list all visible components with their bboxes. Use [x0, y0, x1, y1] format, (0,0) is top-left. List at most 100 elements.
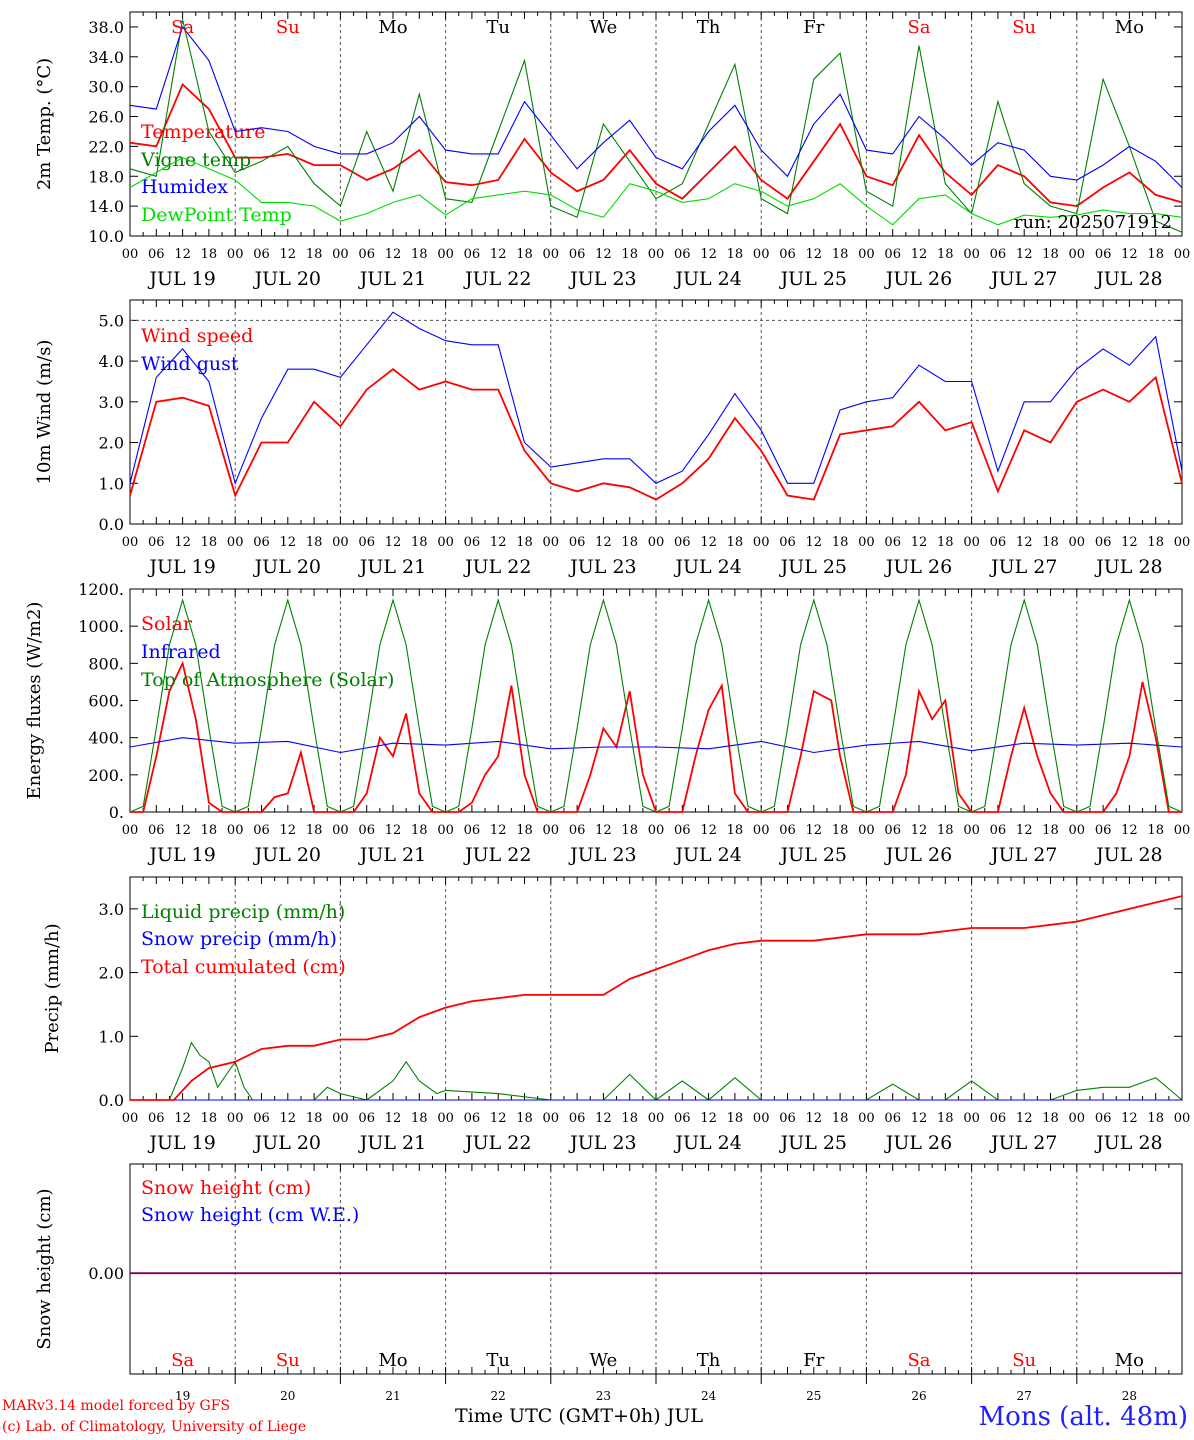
- hour-tick-label: 00: [543, 535, 560, 550]
- series-line-dewpoint-temp: [129, 156, 1183, 226]
- hour-tick-label: 12: [806, 1111, 823, 1126]
- hour-tick-label: 12: [1016, 823, 1033, 838]
- hour-tick-label: 06: [779, 1111, 796, 1126]
- hour-tick-label: 12: [174, 535, 191, 550]
- hour-tick-label: 18: [201, 535, 218, 550]
- hour-tick-label: 06: [884, 1111, 901, 1126]
- hour-tick-label: 06: [148, 823, 165, 838]
- hour-tick-label: 06: [148, 535, 165, 550]
- hour-tick-label: 18: [411, 535, 428, 550]
- y-tick-label: 26.0: [88, 108, 124, 127]
- hour-tick-label: 12: [174, 1111, 191, 1126]
- series-line-infrared: [129, 737, 1183, 754]
- weekday-label: Su: [276, 1350, 300, 1371]
- day-label: JUL 28: [1094, 844, 1162, 866]
- y-tick-label: 18.0: [88, 167, 124, 186]
- hour-tick-label: 00: [227, 247, 244, 262]
- hour-tick-label: 06: [884, 247, 901, 262]
- hour-tick-label: 00: [648, 247, 665, 262]
- day-label: JUL 28: [1094, 556, 1162, 578]
- hour-tick-label: 06: [148, 1111, 165, 1126]
- hour-tick-label: 06: [358, 247, 375, 262]
- hour-tick-label: 06: [358, 823, 375, 838]
- hour-tick-label: 12: [385, 535, 402, 550]
- day-label: JUL 23: [568, 268, 636, 290]
- hour-tick-label: 00: [1069, 823, 1086, 838]
- hour-tick-label: 18: [832, 1111, 849, 1126]
- weekday-label: Tu: [486, 17, 510, 38]
- legend-entry: Infrared: [141, 641, 221, 663]
- hour-tick-label: 12: [490, 823, 507, 838]
- hour-tick-label: 00: [227, 1111, 244, 1126]
- hour-tick-label: 18: [306, 823, 323, 838]
- model-credit: MARv3.14 model forced by GFS: [2, 1398, 231, 1414]
- day-label: JUL 19: [147, 268, 215, 290]
- hour-tick-label: 18: [516, 1111, 533, 1126]
- weekday-label: Mo: [1115, 17, 1144, 38]
- hour-tick-label: 00: [122, 1111, 139, 1126]
- hour-tick-label: 06: [674, 535, 691, 550]
- hour-tick-label: 18: [1147, 535, 1164, 550]
- weekday-label: Mo: [1115, 1350, 1144, 1371]
- y-tick-label: 400.: [88, 729, 124, 748]
- series-line-wind-speed: [129, 368, 1183, 501]
- hour-tick-label: 18: [621, 823, 638, 838]
- day-label: JUL 23: [568, 556, 636, 578]
- day-number-label: 22: [491, 1389, 506, 1403]
- day-label: JUL 20: [253, 268, 321, 290]
- weekday-label: Fr: [803, 1350, 824, 1371]
- hour-tick-label: 12: [700, 1111, 717, 1126]
- legend-entry: Top of Atmosphere (Solar): [141, 669, 394, 691]
- y-tick-label: 1200.: [78, 580, 124, 599]
- legend-entry: Solar: [141, 613, 193, 635]
- hour-tick-label: 18: [727, 535, 744, 550]
- hour-tick-label: 12: [1016, 1111, 1033, 1126]
- y-tick-label: 3.0: [99, 393, 124, 412]
- hour-tick-label: 18: [1042, 247, 1059, 262]
- hour-tick-label: 12: [595, 247, 612, 262]
- day-label: JUL 20: [253, 844, 321, 866]
- legend-entry: Temperature: [141, 121, 265, 143]
- hour-tick-label: 00: [648, 823, 665, 838]
- hour-tick-label: 18: [1042, 535, 1059, 550]
- y-tick-label: 200.: [88, 766, 124, 785]
- hour-tick-label: 12: [1016, 535, 1033, 550]
- day-label: JUL 27: [989, 844, 1057, 866]
- hour-tick-label: 18: [306, 535, 323, 550]
- hour-tick-label: 06: [1095, 535, 1112, 550]
- hour-tick-label: 12: [1121, 535, 1138, 550]
- y-tick-label: 800.: [88, 654, 124, 673]
- hour-tick-label: 06: [569, 1111, 586, 1126]
- hour-tick-label: 06: [253, 1111, 270, 1126]
- legend-entry: Snow height (cm W.E.): [141, 1204, 359, 1226]
- plot-frame: [129, 299, 1183, 525]
- y-tick-label: 0.0: [99, 1091, 124, 1110]
- hour-tick-label: 12: [700, 247, 717, 262]
- day-label: JUL 28: [1094, 1132, 1162, 1154]
- hour-tick-label: 18: [621, 535, 638, 550]
- hour-tick-label: 18: [621, 247, 638, 262]
- legend-entry: Humidex: [141, 176, 228, 198]
- hour-tick-label: 18: [411, 247, 428, 262]
- hour-tick-label: 06: [674, 823, 691, 838]
- hour-tick-label: 12: [806, 823, 823, 838]
- hour-tick-label: 00: [437, 1111, 454, 1126]
- day-label: JUL 19: [147, 844, 215, 866]
- hour-tick-label: 00: [122, 247, 139, 262]
- day-number-label: 28: [1122, 1389, 1137, 1403]
- hour-tick-label: 18: [832, 823, 849, 838]
- y-tick-label: 0.00: [88, 1264, 124, 1283]
- hour-tick-label: 06: [464, 535, 481, 550]
- panel-1: 10.0 14.0 18.0 22.0 26.0 30.0 34.0 38.0 2m Temp.…: [34, 11, 1190, 290]
- weekday-label: Mo: [378, 17, 407, 38]
- hour-tick-label: 18: [1042, 823, 1059, 838]
- hour-tick-label: 18: [306, 247, 323, 262]
- y-tick-label: 1000.: [78, 617, 124, 636]
- hour-tick-label: 18: [1147, 823, 1164, 838]
- hour-tick-label: 12: [700, 535, 717, 550]
- day-number-label: 23: [596, 1389, 611, 1403]
- hour-tick-label: 06: [779, 247, 796, 262]
- panel-2: 0.0 1.0 2.0 3.0 4.0 5.0 10m Wind (m/s) Wind spe…: [34, 299, 1190, 578]
- hour-tick-label: 06: [569, 823, 586, 838]
